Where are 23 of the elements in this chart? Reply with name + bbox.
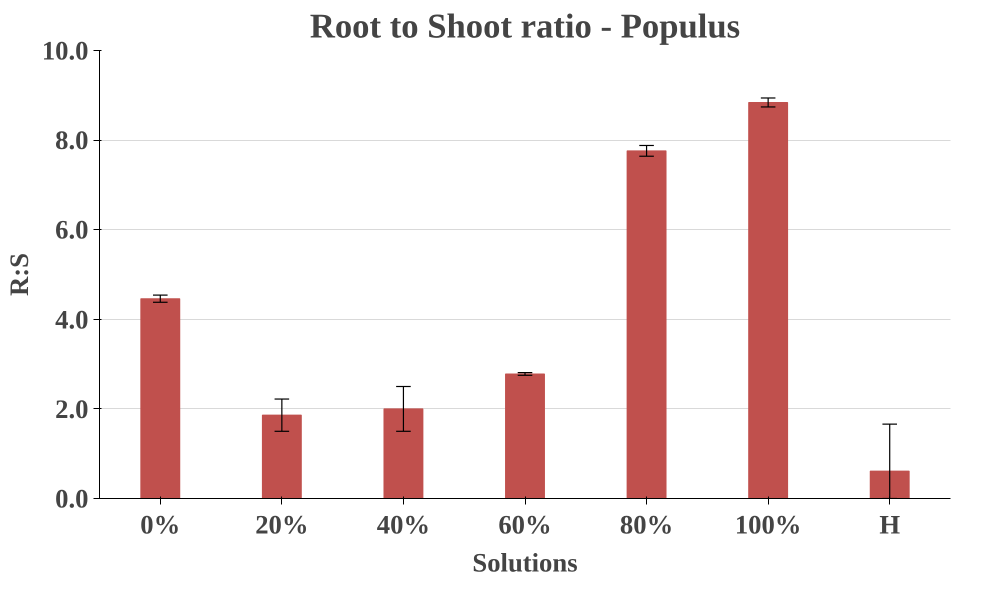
y-tick-label: 10.0 — [42, 36, 89, 66]
y-tick-label: 0.0 — [55, 484, 89, 514]
bar — [626, 150, 667, 498]
x-tick-label: 0% — [140, 510, 180, 540]
y-tick-label: 6.0 — [55, 214, 89, 245]
x-tick-label: 60% — [498, 510, 552, 540]
x-tick-label: 20% — [255, 510, 309, 540]
bar — [870, 470, 910, 498]
x-tick-label: 80% — [620, 510, 674, 540]
y-tick-label: 2.0 — [55, 394, 89, 424]
x-tick-label: 40% — [376, 510, 430, 540]
bar — [140, 298, 180, 498]
y-axis-title: R:S — [4, 253, 34, 296]
bar — [262, 414, 302, 498]
chart-title: Root to Shoot ratio - Populus — [310, 8, 740, 46]
bar — [505, 373, 545, 498]
bar — [383, 408, 424, 498]
x-axis-title: Solutions — [472, 548, 578, 578]
y-tick-label: 8.0 — [55, 125, 89, 156]
bar — [748, 102, 788, 498]
x-tick-label: H — [879, 510, 900, 540]
y-tick-label: 4.0 — [55, 304, 89, 334]
x-tick-label: 100% — [734, 510, 802, 540]
